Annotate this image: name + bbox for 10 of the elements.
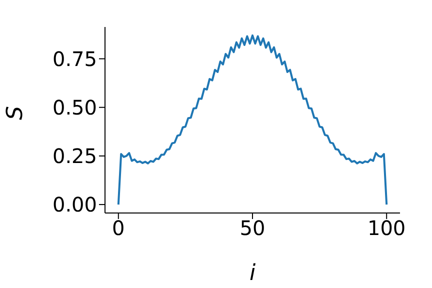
y-tick-label: 0.00 xyxy=(52,192,97,217)
y-tick-label: 0.50 xyxy=(52,95,97,120)
y-axis-title: S xyxy=(2,106,28,120)
x-tick-label: 0 xyxy=(112,216,125,240)
y-tick-label: 0.25 xyxy=(52,144,97,168)
x-axis-title: i xyxy=(249,261,256,286)
y-tick-label: 0.75 xyxy=(52,46,97,71)
line-series xyxy=(117,34,388,206)
x-tick-label: 100 xyxy=(367,216,406,240)
x-tick-label: 50 xyxy=(240,216,266,240)
